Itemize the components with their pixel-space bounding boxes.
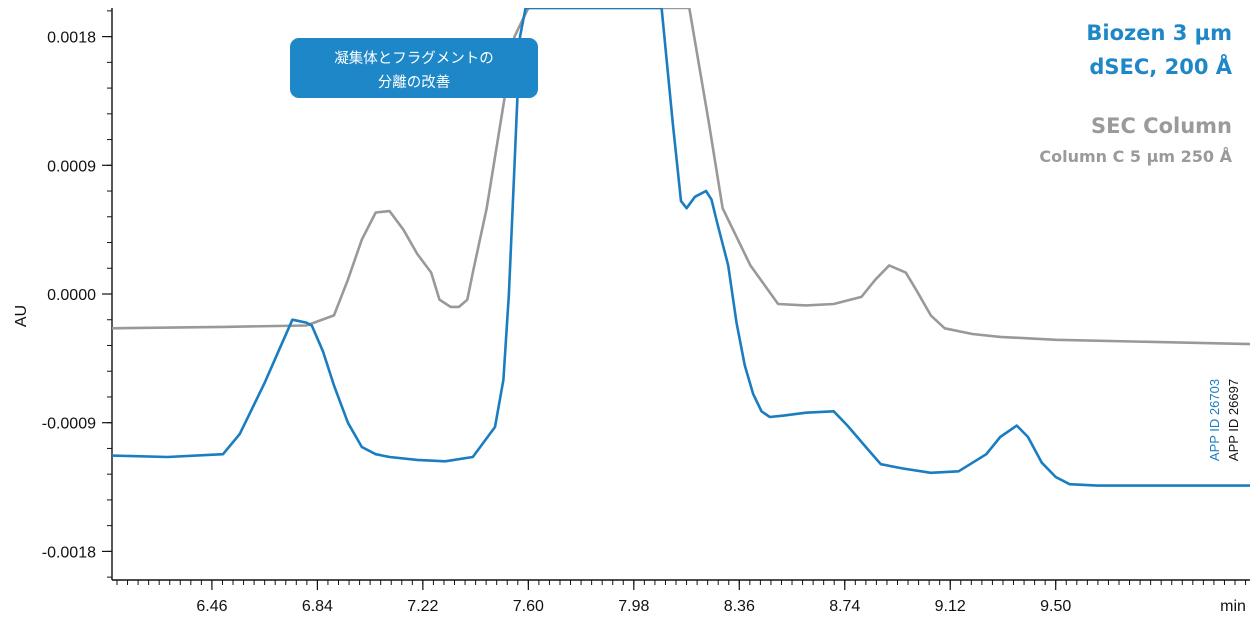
axes: [111, 8, 1250, 581]
legend-series2-line2: Column C 5 µm 250 Å: [1039, 147, 1232, 166]
y-tick-label: -0.0009: [42, 416, 96, 433]
x-axis-ticks: 6.46 6.84 7.22 7.60 7.98 8.36 8.74 9.12 9.50: [116, 580, 1247, 615]
legend-series1-line1: Biozen 3 µm: [1086, 21, 1232, 45]
x-tick-label: 7.22: [407, 598, 438, 615]
series-line-sec-column: [112, 8, 1250, 346]
x-tick-label: 6.84: [302, 598, 333, 615]
x-tick-label: 8.74: [829, 598, 860, 615]
legend-series1-line2: dSEC, 200 Å: [1089, 54, 1232, 79]
x-tick-label: 9.12: [935, 598, 966, 615]
x-tick-label: 6.46: [196, 598, 227, 615]
annotation-callout: 凝集体とフラグメントの 分離の改善: [290, 38, 538, 98]
y-tick-label: 0.0018: [47, 30, 96, 47]
series-line-biozen: [112, 8, 1250, 487]
y-axis-title: AU: [13, 305, 30, 327]
annotation-line-1: 凝集体とフラグメントの: [334, 50, 494, 67]
x-tick-label: 7.60: [513, 598, 544, 615]
y-tick-label: 0.0009: [47, 158, 96, 175]
legend: Biozen 3 µm dSEC, 200 Å SEC Column Colum…: [1039, 21, 1232, 166]
x-tick-label: 9.50: [1040, 598, 1071, 615]
y-tick-label: -0.0018: [42, 544, 96, 561]
legend-series2-line1: SEC Column: [1091, 114, 1232, 138]
annotation-line-2: 分離の改善: [378, 73, 451, 91]
series-layer: [112, 8, 1250, 487]
x-tick-label: 7.98: [618, 598, 649, 615]
x-axis-unit-label: min: [1220, 598, 1246, 615]
app-id-blue: APP ID 26703: [1207, 379, 1222, 461]
y-tick-label: 0.0000: [47, 287, 96, 304]
y-axis-ticks: 0.0018 0.0009 0.0000 -0.0009 -0.0018: [42, 10, 112, 578]
annotation-box: [290, 38, 538, 98]
x-tick-label: 8.36: [724, 598, 755, 615]
app-id-black: APP ID 26697: [1226, 379, 1241, 461]
